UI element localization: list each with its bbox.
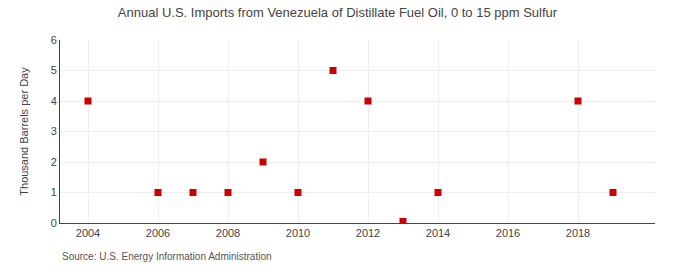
svg-text:2016: 2016: [496, 227, 520, 239]
svg-text:5: 5: [51, 64, 57, 76]
svg-text:2010: 2010: [286, 227, 310, 239]
svg-text:3: 3: [51, 125, 57, 137]
svg-text:Annual U.S. Imports from Venez: Annual U.S. Imports from Venezuela of Di…: [118, 5, 558, 20]
svg-text:0: 0: [51, 217, 57, 229]
svg-text:2006: 2006: [146, 227, 170, 239]
svg-text:2004: 2004: [76, 227, 100, 239]
svg-text:6: 6: [51, 34, 57, 46]
svg-text:4: 4: [51, 95, 57, 107]
svg-text:2008: 2008: [216, 227, 240, 239]
svg-text:Source: U.S. Energy Informatio: Source: U.S. Energy Information Administ…: [62, 251, 272, 262]
svg-text:2012: 2012: [356, 227, 380, 239]
svg-text:2: 2: [51, 156, 57, 168]
svg-text:2018: 2018: [566, 227, 590, 239]
svg-text:2014: 2014: [426, 227, 450, 239]
svg-text:Thousand Barrels per Day: Thousand Barrels per Day: [18, 67, 30, 196]
svg-text:1: 1: [51, 186, 57, 198]
